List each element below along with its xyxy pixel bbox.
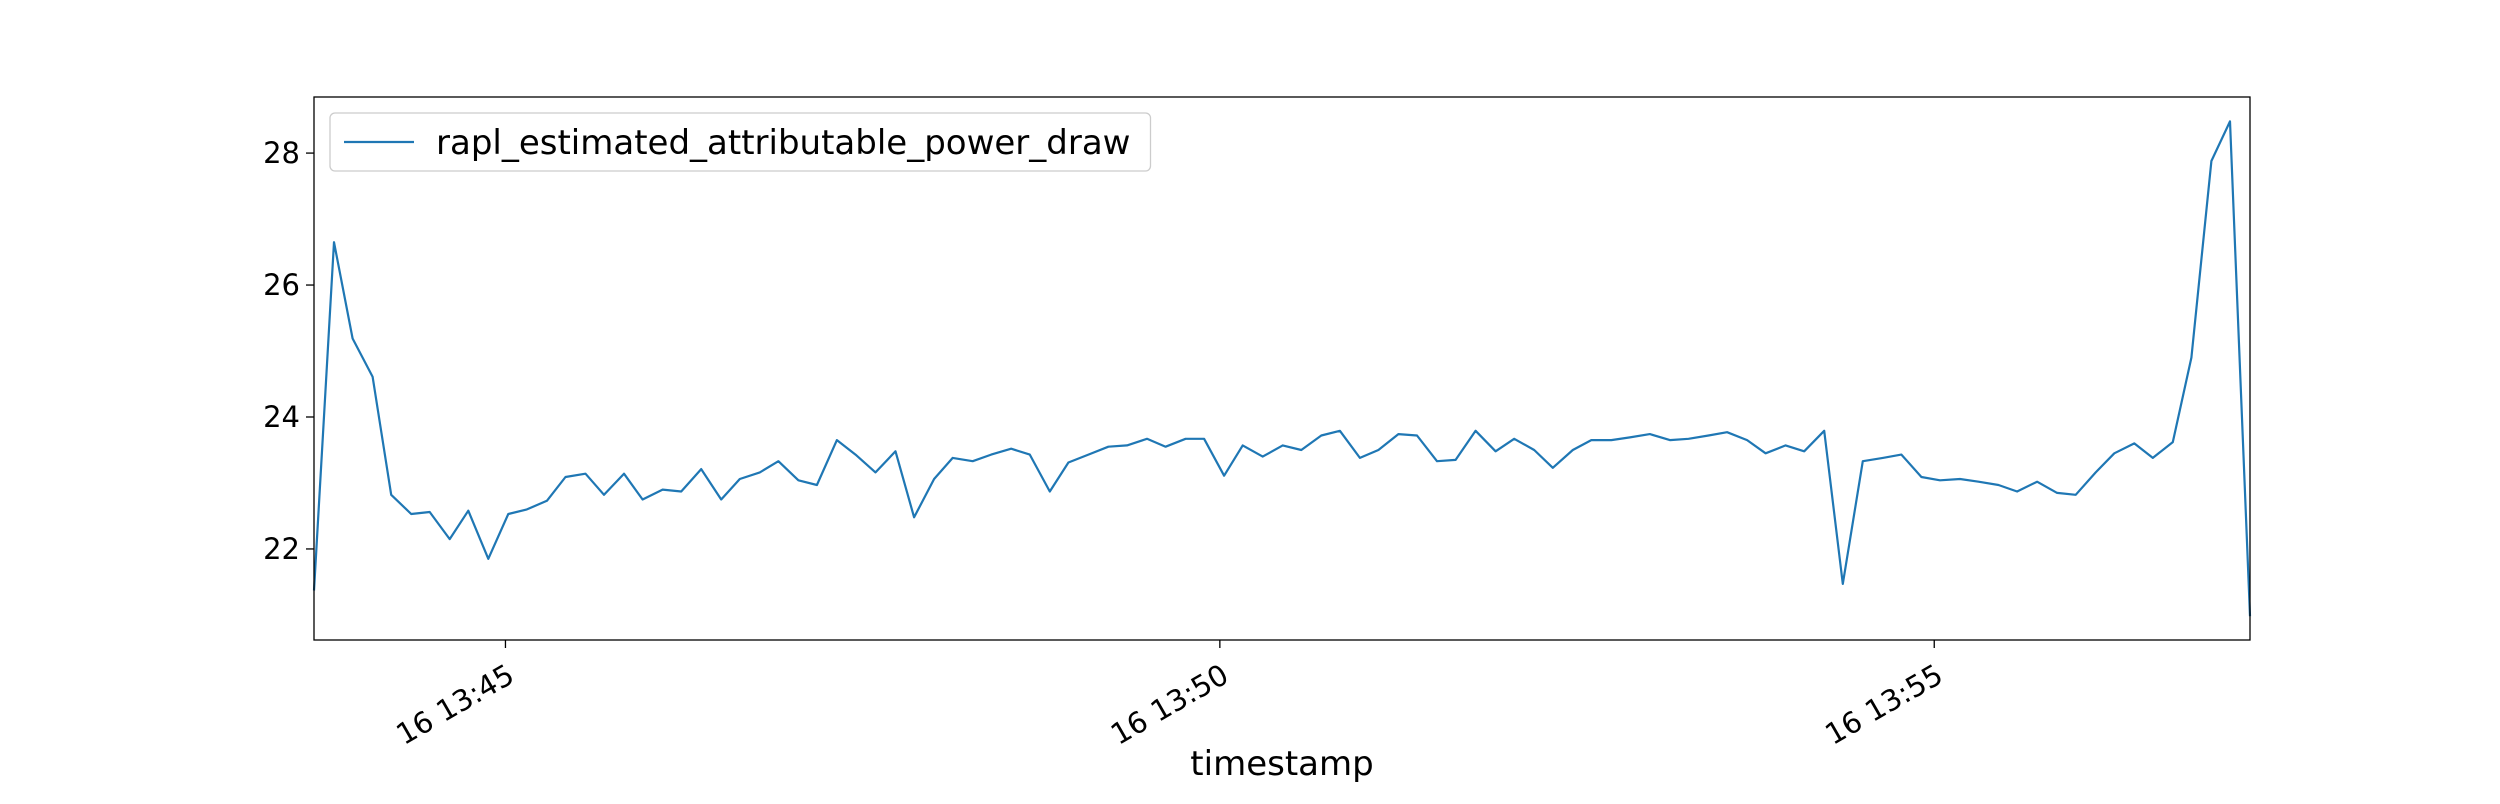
legend-box <box>329 112 1152 172</box>
y-tick-label: 22 <box>263 532 300 566</box>
legend-label: rapl_estimated_attributable_power_draw <box>436 123 1131 163</box>
y-tick-label: 26 <box>263 268 300 302</box>
y-tick-label: 24 <box>263 400 300 434</box>
x-axis-label: timestamp <box>1190 744 1373 784</box>
x-tick-label: 16 13:45 <box>390 657 519 751</box>
data-line <box>312 120 2252 617</box>
x-tick-label: 16 13:50 <box>1105 657 1234 751</box>
y-tick-label: 28 <box>263 136 300 170</box>
x-tick-label: 16 13:55 <box>1819 657 1948 751</box>
axes-frame <box>313 96 2251 641</box>
